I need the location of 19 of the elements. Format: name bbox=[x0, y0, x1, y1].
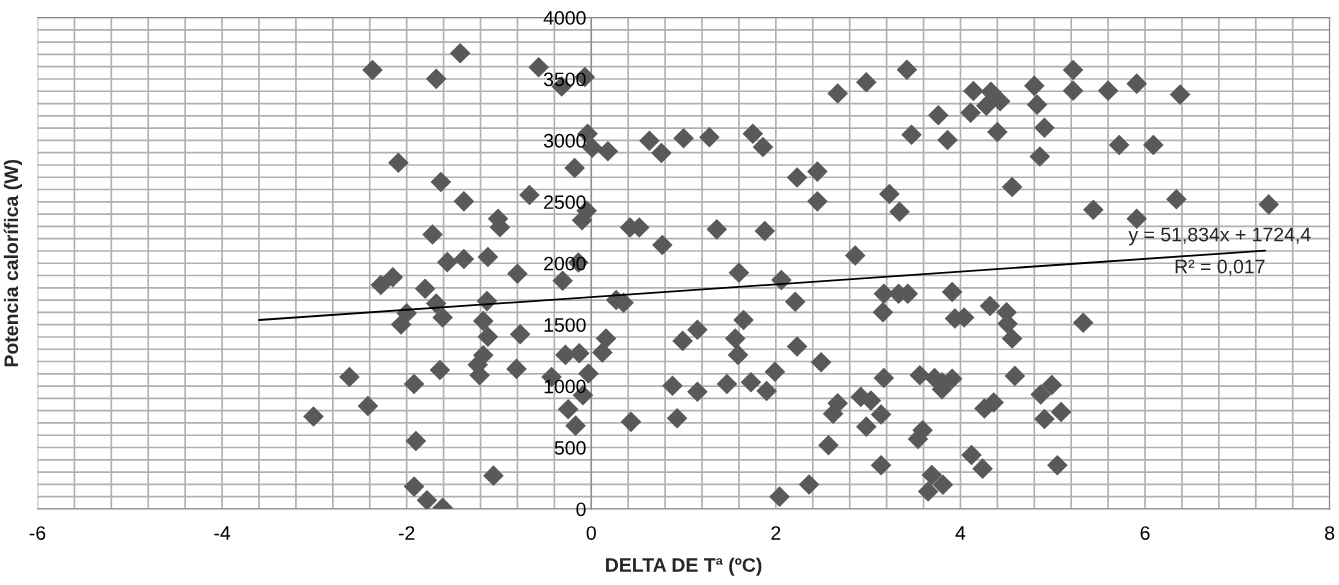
y-tick-label: 2500 bbox=[544, 195, 586, 210]
x-axis-title: DELTA DE Tª (ºC) bbox=[606, 557, 762, 576]
annotation: R² = 0,017 bbox=[1175, 259, 1265, 276]
y-tick-label: 3000 bbox=[543, 133, 586, 148]
y-axis-title: Potencia calorífica (W) bbox=[3, 159, 22, 367]
x-tick-label: -4 bbox=[214, 526, 231, 540]
x-tick-label: 4 bbox=[955, 526, 966, 540]
y-tick-label: 4000 bbox=[543, 11, 586, 25]
x-tick-label: 0 bbox=[586, 526, 596, 540]
annotation: y = 51,834x + 1724,4 bbox=[1128, 227, 1311, 246]
x-tick-label: 2 bbox=[771, 526, 781, 540]
x-tick-label: -6 bbox=[29, 526, 46, 540]
x-tick-label: 8 bbox=[1325, 526, 1335, 540]
y-tick-label: 3500 bbox=[543, 72, 586, 87]
x-tick-label: -2 bbox=[398, 526, 415, 540]
x-tick-label: 6 bbox=[1140, 526, 1150, 540]
y-tick-label: 500 bbox=[554, 440, 586, 455]
y-tick-label: 1500 bbox=[544, 318, 586, 332]
y-tick-label: 0 bbox=[576, 502, 586, 517]
